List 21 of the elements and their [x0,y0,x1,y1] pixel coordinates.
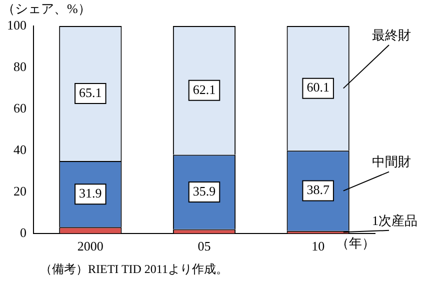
x-tick-label: 10 [312,238,325,254]
series-label: 最終財 [372,27,411,42]
x-tick-label: 2000 [77,238,104,254]
y-tick-label: 40 [14,142,26,157]
y-tick-label: 20 [14,183,26,198]
x-tick-label: 05 [198,238,211,254]
y-axis-title: （シェア、%） [2,0,91,16]
series-label: 中間財 [372,154,411,170]
data-label: 31.9 [79,186,102,201]
data-label: 62.1 [192,82,216,97]
data-label: 60.1 [306,80,330,95]
y-tick-label: 0 [20,224,26,240]
x-axis-title: （年） [336,235,376,250]
data-label: 65.1 [79,84,102,100]
data-label: 38.7 [306,182,330,198]
text: （備考）RIETI TID 2011より作成。 [40,262,228,276]
y-tick-label: 100 [7,17,26,32]
y-tick-label: 60 [14,100,26,116]
data-label: 35.9 [192,183,216,198]
series-label: 1次産品 [372,212,418,228]
y-tick-label: 80 [14,58,26,74]
